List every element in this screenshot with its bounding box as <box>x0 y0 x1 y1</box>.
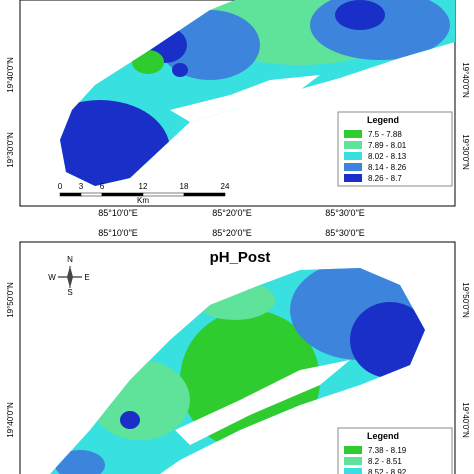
lat-label: 19°40'0"N <box>6 57 15 93</box>
legend-swatch <box>344 141 362 149</box>
lat-label: 19°50'0"N <box>6 282 15 318</box>
legend-label: 8.52 - 8.92 <box>368 468 407 474</box>
lat-label: 19°40'0"N <box>461 62 470 98</box>
scale-tick-label: 3 <box>79 182 84 191</box>
legend-label: 8.26 - 8.7 <box>368 174 402 183</box>
legend-label: 8.2 - 8.51 <box>368 457 402 466</box>
legend-label: 7.38 - 8.19 <box>368 446 407 455</box>
legend-label: 7.89 - 8.01 <box>368 141 407 150</box>
lon-label: 85°30'0"E <box>325 208 365 218</box>
compass: N S E W <box>48 255 89 297</box>
legend-swatch <box>344 152 362 160</box>
bottom-legend: Legend 7.38 - 8.19 8.2 - 8.51 8.52 - 8.92 <box>337 427 453 474</box>
legend-swatch <box>344 446 362 454</box>
scale-tick-label: 24 <box>221 182 230 191</box>
lat-label: 19°50'0"N <box>461 282 470 318</box>
scale-tick-label: 18 <box>180 182 189 191</box>
legend-swatch <box>344 468 362 474</box>
scale-tick-label: 12 <box>139 182 148 191</box>
lat-label: 19°30'0"N <box>461 134 470 170</box>
lon-label: 85°10'0"E <box>98 228 138 238</box>
lon-label: 85°10'0"E <box>98 208 138 218</box>
legend-swatch <box>344 163 362 171</box>
lat-label: 19°40'0"N <box>6 402 15 438</box>
lat-label: 19°30'0"N <box>6 132 15 168</box>
scale-tick-label: 6 <box>100 182 105 191</box>
river-cutout <box>170 58 420 122</box>
legend-swatch <box>344 174 362 182</box>
compass-n: N <box>67 255 73 264</box>
scale-segment <box>80 192 103 197</box>
coordinate-labels: 85°10'0"E 85°10'0"E 85°20'0"E 85°20'0"E 85°3… <box>6 57 470 438</box>
compass-s: S <box>67 288 72 297</box>
lon-label: 85°30'0"E <box>325 228 365 238</box>
map-frame <box>19 241 456 474</box>
scale-segment <box>59 192 82 197</box>
legend-title: Legend <box>367 431 399 441</box>
scale-bar: 0 3 6 12 18 24 Km <box>58 182 230 205</box>
lat-label: 19°40'0"N <box>461 402 470 438</box>
map-title: pH_Post <box>210 249 271 266</box>
legend-swatch <box>344 130 362 138</box>
legend-label: 8.02 - 8.13 <box>368 152 407 161</box>
legend-label: 7.5 - 7.88 <box>368 130 402 139</box>
legend-title: Legend <box>367 115 399 125</box>
scale-tick-label: 0 <box>58 182 63 191</box>
legend-label: 8.14 - 8.26 <box>368 163 407 172</box>
legend-swatch <box>344 457 362 465</box>
lon-label: 85°20'0"E <box>212 208 252 218</box>
river-cutout <box>175 360 350 445</box>
scale-segment <box>183 192 226 197</box>
compass-w: W <box>48 273 56 282</box>
scale-segment <box>142 192 185 197</box>
lon-label: 85°20'0"E <box>212 228 252 238</box>
scale-unit: Km <box>137 196 149 205</box>
compass-e: E <box>84 273 89 282</box>
top-legend: Legend 7.5 - 7.88 7.89 - 8.01 8.02 - 8.13 8… <box>337 111 453 187</box>
